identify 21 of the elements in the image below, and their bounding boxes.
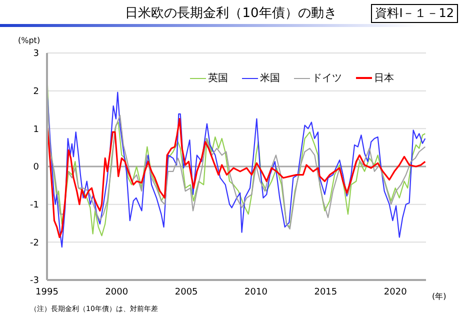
x-tick-label: 2020 <box>384 287 408 298</box>
legend-label: ドイツ <box>311 72 342 85</box>
x-tick-label: 2000 <box>105 287 128 298</box>
y-tick-label: -1 <box>30 200 39 211</box>
legend-label: 英国 <box>207 72 228 85</box>
x-tick-label: 1995 <box>36 287 58 298</box>
y-tick-label: -2 <box>30 238 39 248</box>
y-tick-label: 1 <box>33 124 39 135</box>
y-tick-label: 0 <box>33 162 40 173</box>
y-tick-label: -3 <box>30 276 39 286</box>
text: 資料Ⅰ－１－12 <box>371 4 458 23</box>
x-axis-title: (年) <box>432 291 446 302</box>
y-axis-title: (%pt) <box>18 36 40 45</box>
x-tick-label: 2010 <box>244 287 268 298</box>
legend-label: 米国 <box>259 72 280 85</box>
legend-label: 日本 <box>373 72 394 85</box>
chart-title: 日米欧の長期金利（10年債）の動き <box>125 6 337 21</box>
y-tick-label: 2 <box>33 87 39 98</box>
x-tick-label: 2005 <box>174 287 198 298</box>
x-tick-label: 2015 <box>314 287 338 298</box>
y-tick-label: 3 <box>33 49 39 60</box>
